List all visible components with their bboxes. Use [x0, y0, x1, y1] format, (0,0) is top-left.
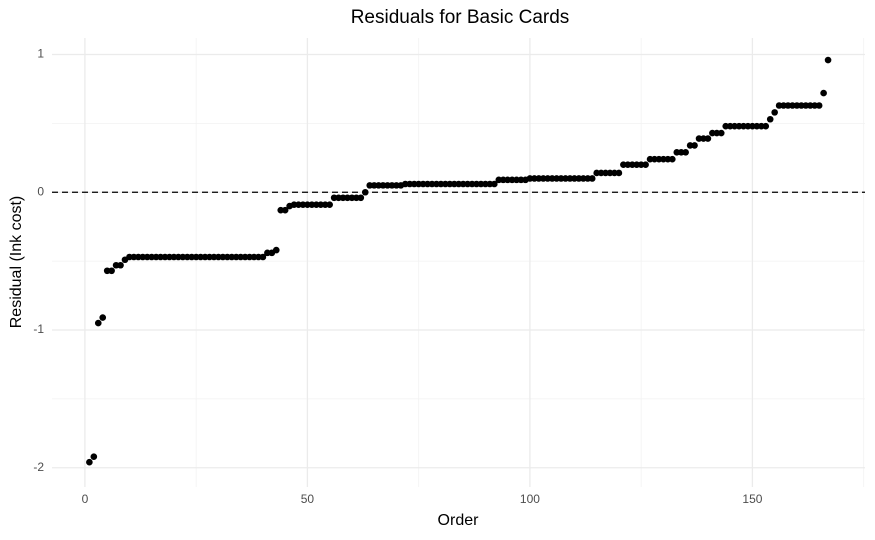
x-tick-label: 0: [82, 492, 89, 506]
point: [815, 102, 823, 109]
point: [281, 206, 289, 214]
point: [615, 169, 623, 177]
y-tick-label: 1: [37, 47, 44, 61]
point: [94, 319, 102, 327]
point: [259, 253, 267, 261]
y-axis-label: Residual (Ink cost): [8, 196, 25, 329]
y-tick-label: -2: [33, 460, 44, 474]
point: [642, 161, 649, 169]
point: [90, 453, 98, 460]
x-tick-label: 150: [742, 492, 762, 506]
y-tick-label: -1: [33, 322, 44, 336]
point: [820, 89, 827, 97]
point: [766, 115, 774, 123]
point: [704, 135, 712, 142]
point: [99, 314, 107, 321]
point: [361, 188, 369, 196]
point: [588, 175, 596, 182]
chart-title: Residuals for Basic Cards: [351, 7, 570, 28]
x-axis-label: Order: [438, 512, 480, 529]
point: [669, 155, 676, 163]
x-tick-label: 50: [301, 492, 315, 506]
point: [682, 149, 689, 156]
point: [717, 129, 725, 137]
point: [86, 458, 93, 466]
point: [272, 246, 280, 254]
point: [326, 201, 333, 208]
point: [824, 56, 832, 64]
point: [491, 180, 498, 188]
y-tick-label: 0: [37, 184, 44, 198]
point: [691, 142, 698, 149]
point: [108, 267, 115, 275]
x-tick-label: 100: [520, 492, 540, 506]
point: [762, 122, 770, 130]
point: [771, 109, 778, 116]
point: [357, 194, 365, 202]
point: [117, 261, 124, 269]
